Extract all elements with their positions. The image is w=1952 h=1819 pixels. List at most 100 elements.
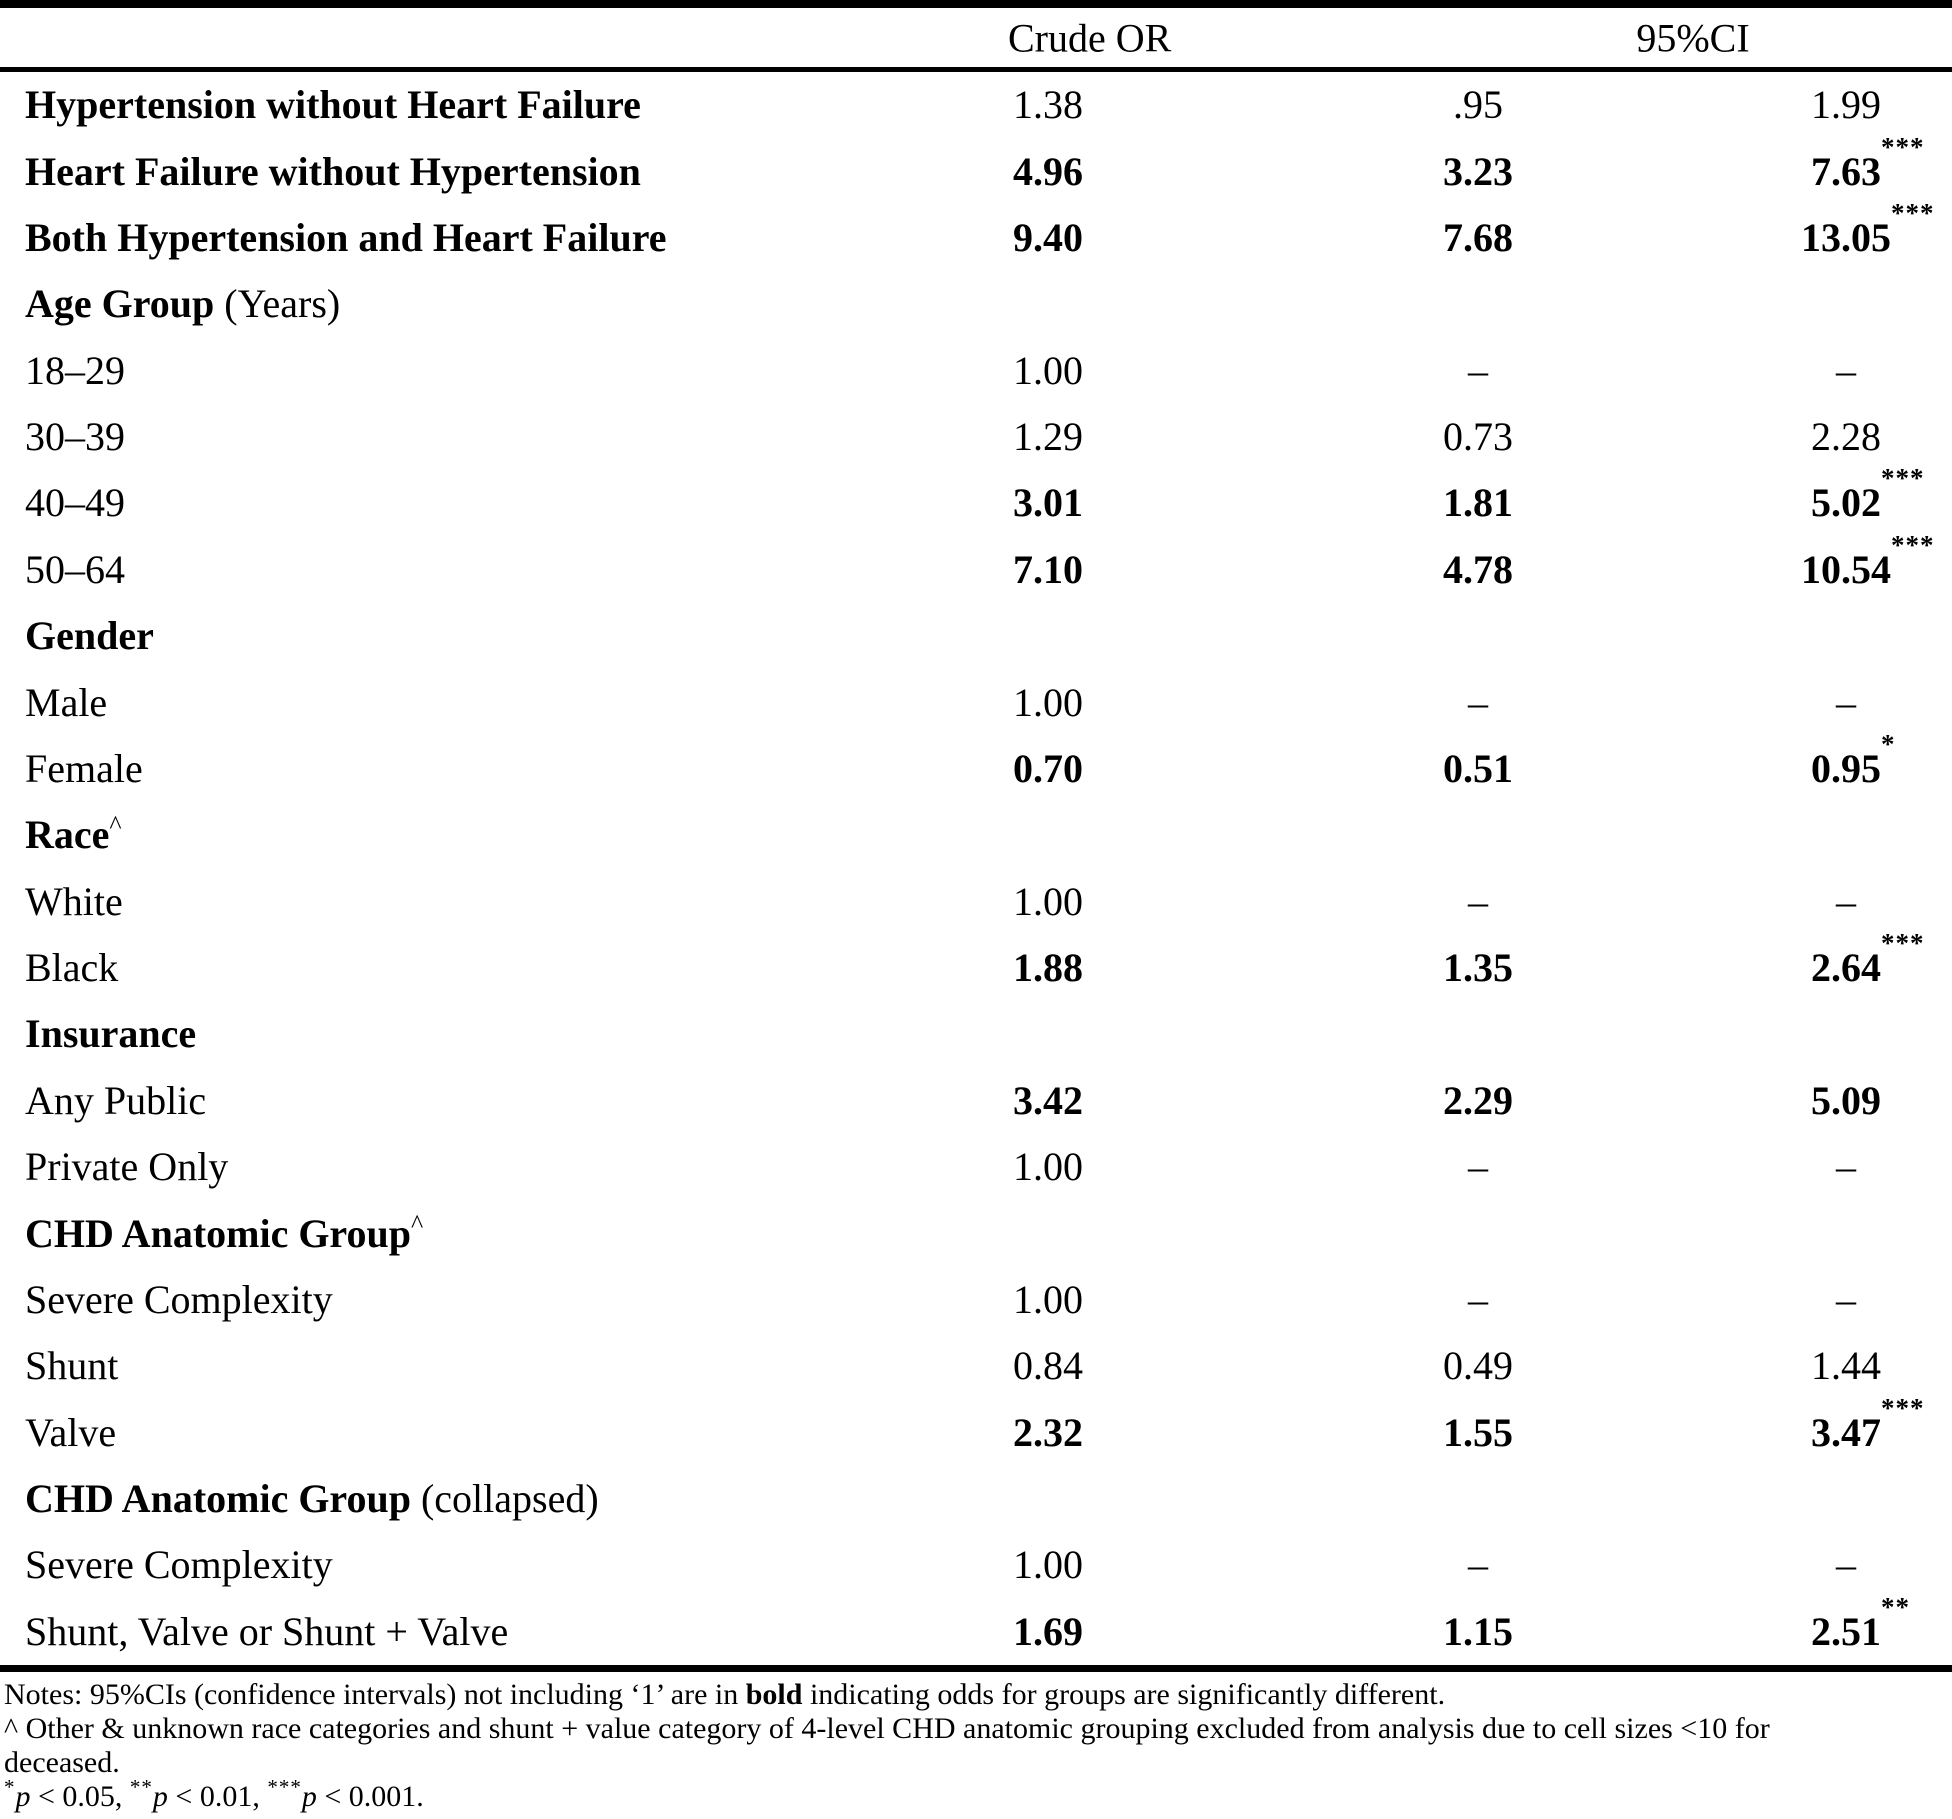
ci-upper-value: 7.63 *** [1811, 131, 1925, 194]
section-header-row: Insurance [0, 1001, 1952, 1067]
notes-line-significance-legend: Notes: 95%CIs (confidence intervals) not… [4, 1678, 1952, 1712]
row-label: CHD Anatomic Group (collapsed) [25, 1476, 599, 1522]
column-header-crude-or: Crude OR [1008, 15, 1172, 60]
row-label: 50–64 [25, 546, 125, 592]
row-label: Valve [25, 1409, 117, 1455]
crude-or-value: 1.38 [1013, 82, 1083, 128]
table-row: Hypertension without Heart Failure 1.38 .9… [0, 72, 1952, 138]
row-label: Shunt [25, 1343, 119, 1389]
row-label: Private Only [25, 1144, 229, 1190]
table-row: Private Only 1.00 – – [0, 1134, 1952, 1200]
significance-stars: *** [1891, 529, 1935, 560]
table-row: 30–39 1.29 0.73 2.28 [0, 404, 1952, 470]
crude-or-value: 1.00 [1013, 1276, 1083, 1322]
crude-or-value: 1.00 [1013, 347, 1083, 393]
table-row: Male 1.00 – – [0, 669, 1952, 735]
section-header-row: CHD Anatomic Group (collapsed) [0, 1466, 1952, 1532]
significance-stars: *** [267, 1780, 302, 1799]
ci-lower-value: – [1468, 878, 1488, 924]
row-label: Severe Complexity [25, 1276, 333, 1322]
row-label: Gender [25, 613, 154, 659]
ci-upper-value: 13.05 *** [1801, 197, 1935, 260]
ci-upper-value: – [1836, 1276, 1856, 1322]
ci-lower-value: 7.68 [1443, 214, 1513, 260]
crude-or-value: 0.84 [1013, 1343, 1083, 1389]
row-label: Race^ [25, 810, 122, 858]
notes-bold-word: bold [745, 1678, 803, 1711]
crude-or-value: 3.01 [1013, 480, 1083, 526]
notes-text: indicating odds for groups are significa… [802, 1678, 1446, 1711]
significance-stars: ** [129, 1780, 153, 1799]
ci-lower-value: 0.49 [1443, 1343, 1513, 1389]
notes-text: Notes: 95%CIs (confidence intervals) not… [4, 1678, 746, 1711]
ci-lower-value: 0.51 [1443, 745, 1513, 791]
table-row: 50–64 7.10 4.78 10.54 *** [0, 529, 1952, 603]
crude-or-value: 4.96 [1013, 148, 1083, 194]
ci-upper-value: 2.51 ** [1811, 1591, 1910, 1654]
ci-upper-value: 10.54 *** [1801, 529, 1935, 592]
crude-or-value: 1.88 [1013, 945, 1083, 991]
notes-line-exclusions-continued: deceased. [4, 1746, 120, 1779]
table-row: 40–49 3.01 1.81 5.02 *** [0, 463, 1952, 536]
ci-upper-value: 1.99 [1811, 82, 1881, 128]
table-row: Shunt 0.84 0.49 1.44 [0, 1333, 1952, 1399]
ci-upper-value: 5.02 *** [1811, 463, 1925, 526]
section-header-row: Gender [0, 603, 1952, 669]
column-header-95ci: 95%CI [1636, 15, 1750, 60]
row-label: Female [25, 745, 143, 791]
row-label: 40–49 [25, 480, 125, 526]
row-label: Male [25, 679, 108, 725]
crude-or-value: 7.10 [1013, 546, 1083, 592]
ci-lower-value: – [1468, 1276, 1488, 1322]
footnote-marker: ^ [410, 1209, 424, 1239]
ci-upper-value: 5.09 [1811, 1077, 1881, 1123]
table-row: Any Public 3.42 2.29 5.09 [0, 1068, 1952, 1134]
ci-lower-value: 1.81 [1443, 480, 1513, 526]
ci-upper-value: 2.64 *** [1811, 928, 1925, 991]
ci-lower-value: 2.29 [1443, 1077, 1513, 1123]
table-row: Shunt, Valve or Shunt + Valve 1.69 1.15 2.5… [0, 1591, 1952, 1665]
table-row: Heart Failure without Hypertension 4.96 3.… [0, 131, 1952, 204]
table-top-border [0, 0, 1952, 8]
ci-upper-value: 2.28 [1811, 414, 1881, 460]
table-row: Severe Complexity 1.00 – – [0, 1267, 1952, 1333]
ci-upper-value: 0.95 * [1811, 728, 1896, 791]
section-header-row: Race^ [0, 802, 1952, 868]
row-label: CHD Anatomic Group^ [25, 1209, 424, 1256]
significance-stars: *** [1891, 197, 1935, 228]
crude-or-value: 2.32 [1013, 1409, 1083, 1455]
row-label: Heart Failure without Hypertension [25, 148, 641, 194]
ci-lower-value: 0.73 [1443, 414, 1513, 460]
notes: Notes: 95%CIs (confidence intervals) not… [0, 1672, 1952, 1816]
ci-lower-value: 3.23 [1443, 148, 1513, 194]
row-label: White [25, 878, 123, 924]
table-body: Hypertension without Heart Failure 1.38 .9… [0, 72, 1952, 1665]
crude-or-value: 0.70 [1013, 745, 1083, 791]
ci-lower-value: – [1468, 347, 1488, 393]
table-row: Both Hypertension and Heart Failure 9.40 7… [0, 197, 1952, 271]
table-row: Female 0.70 0.51 0.95 * [0, 728, 1952, 802]
crude-or-value: 1.00 [1013, 878, 1083, 924]
significance-stars: * [1881, 728, 1896, 759]
table-row: Black 1.88 1.35 2.64 *** [0, 928, 1952, 1001]
significance-stars: *** [1881, 131, 1925, 162]
crude-or-value: 1.00 [1013, 1542, 1083, 1588]
significance-stars: *** [1881, 463, 1925, 494]
row-label: Hypertension without Heart Failure [25, 82, 641, 128]
crude-or-value: 1.29 [1013, 414, 1083, 460]
row-label: 18–29 [25, 347, 125, 393]
table-row: Valve 2.32 1.55 3.47 *** [0, 1393, 1952, 1466]
ci-lower-value: 1.15 [1443, 1608, 1513, 1654]
significance-stars: ** [1881, 1591, 1910, 1622]
header-separator-rule [0, 67, 1952, 72]
row-label: Black [25, 945, 119, 991]
ci-lower-value: – [1468, 1542, 1488, 1588]
notes-line-p-values: *p < 0.05, **p < 0.01, ***p < 0.001. [4, 1780, 1952, 1816]
ci-lower-value: 1.35 [1443, 945, 1513, 991]
ci-upper-value: – [1836, 347, 1856, 393]
crude-or-value: 1.69 [1013, 1608, 1083, 1654]
ci-lower-value: – [1468, 679, 1488, 725]
ci-upper-value: – [1836, 679, 1856, 725]
crude-or-value: 1.00 [1013, 679, 1083, 725]
ci-upper-value: – [1836, 1542, 1856, 1588]
